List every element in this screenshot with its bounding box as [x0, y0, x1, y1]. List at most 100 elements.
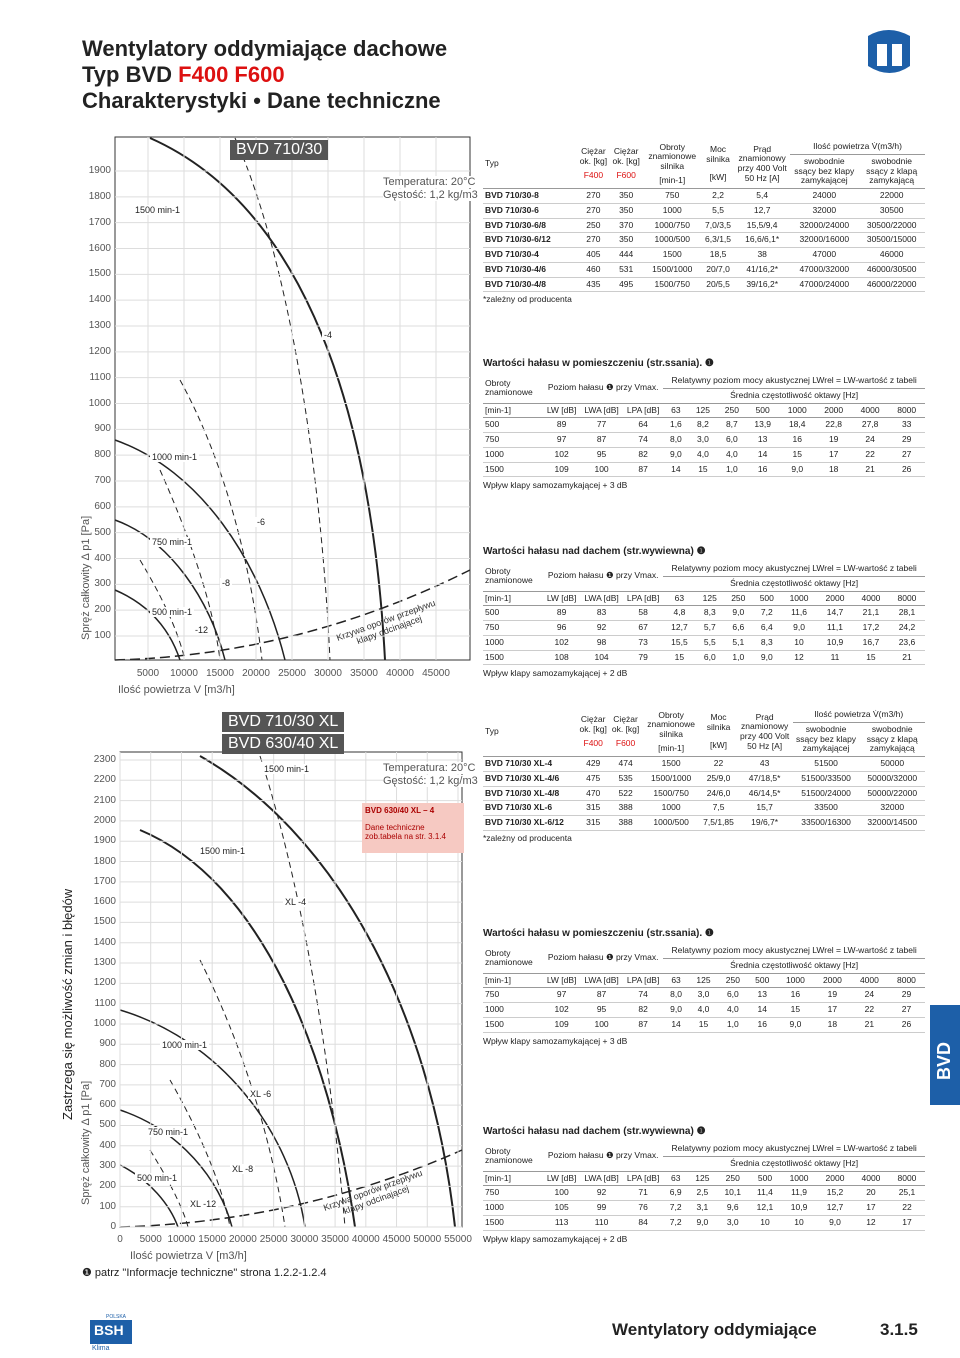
table-cell: 270	[577, 232, 610, 249]
table-cell: 104	[580, 650, 623, 666]
table-cell: LWA [dB]	[580, 591, 623, 607]
table-cell: 32000	[790, 203, 859, 219]
table-cell: 2,2	[701, 188, 735, 204]
table-cell: 19	[813, 987, 851, 1004]
table-cell: 1000	[779, 403, 816, 419]
table-cell: 30500/15000	[858, 232, 925, 249]
info-box-text: Dane techniczne zob.tabela na str. 3.1.4	[365, 823, 446, 841]
y-tick-label: 1500	[88, 268, 111, 280]
table-cell: 500	[747, 973, 777, 989]
table-cell: 8,0	[663, 987, 689, 1004]
y-tick-label: 1300	[88, 320, 111, 331]
table-cell: 110	[580, 1215, 623, 1231]
table-cell: 350	[609, 188, 643, 204]
table-cell: Obroty znamionowe	[483, 944, 543, 974]
table-row: BVD 710/30 XL-4/8 470 522 1500/750 24/6,0 46/…	[483, 786, 925, 802]
table-cell: BVD 710/30 XL-4/8	[483, 786, 577, 802]
table-cell: 73	[622, 635, 664, 651]
table-cell: 17,2	[852, 620, 889, 636]
table-cell: 1500/750	[641, 786, 701, 802]
chart-temp: Temperatura: 20°C	[383, 762, 476, 774]
table-cell: 1000	[483, 635, 543, 651]
table-cell: 87	[622, 462, 664, 478]
x-tick-label: 5000	[136, 668, 160, 679]
table-cell: Średnia częstotliwość oktawy [Hz]	[663, 1156, 925, 1172]
table-cell: 9,6	[716, 1200, 749, 1216]
table-cell: 97	[543, 432, 581, 448]
cell-text: Moc silnika	[706, 144, 730, 165]
y-tick-label: 500	[99, 1119, 116, 1131]
table-cell: 22	[851, 447, 889, 463]
table-cell: 32000/24000	[790, 218, 859, 234]
table-cell: 10	[781, 635, 818, 651]
table-cell: 27	[887, 1002, 925, 1018]
table-cell: 500	[752, 591, 782, 607]
table-cell: 51500/33500	[792, 771, 860, 787]
table-cell: 12,7	[734, 203, 791, 219]
table-cell: 12,1	[748, 1200, 782, 1216]
table-row: Obroty znamionowe Poziom hałasu ❶ przy Vm…	[483, 944, 925, 974]
table-cell: 15,2	[817, 1185, 853, 1202]
table-cell: BVD 710/30 XL-6/12	[483, 815, 577, 831]
x-tick-label: 20000	[229, 1234, 257, 1245]
table-cell: 250	[718, 973, 748, 989]
table-cell: 21	[888, 650, 925, 666]
table-cell: 8,3	[752, 635, 782, 651]
table-cell: 750	[483, 1185, 543, 1202]
table-cell: 8,2	[688, 417, 718, 434]
cell-text: F400	[583, 169, 604, 180]
table-cell: Średnia częstotliwość oktawy [Hz]	[663, 958, 925, 974]
table-cell: 87	[580, 432, 623, 448]
table-row: 1500 113 110 84 7,2 9,0 3,0 10 10 9,0 12 17	[483, 1215, 925, 1231]
table-cell: 109	[543, 1017, 581, 1033]
table-cell: 750	[483, 620, 543, 636]
table-cell: 8,0	[663, 432, 689, 448]
x-tick-label: 10000	[167, 1234, 196, 1245]
table-cell: 63	[663, 403, 689, 419]
table-row: 500 89 77 64 1,6 8,2 8,7 13,9 18,4 22,8 27,8 33	[483, 417, 925, 434]
x-tick-label: 35000	[321, 1234, 349, 1245]
x-tick-label: 30000	[314, 668, 342, 679]
section-title: Wartości hałasu nad dachem (str.wywiewna…	[483, 546, 706, 557]
table-cell: BVD 710/30-4/6	[483, 262, 577, 278]
table-cell: 6,0	[695, 650, 725, 666]
table-cell: 9,0	[663, 1002, 689, 1018]
table-cell: 8000	[888, 403, 925, 419]
table-cell: 3,0	[688, 432, 718, 448]
y-tick-label: 400	[99, 1139, 116, 1151]
section-title: Wartości hałasu nad dachem (str.wywiewna…	[483, 1126, 706, 1137]
title-line: Wentylatory oddymiające dachowe	[82, 36, 448, 61]
table-cell: 10	[781, 1215, 818, 1231]
table-note: *zależny od producenta	[483, 833, 572, 843]
table-cell: 95	[580, 447, 623, 463]
table-cell: 5,5	[701, 203, 735, 219]
footnote: ❶ patrz "Informacje techniczne" strona 1…	[82, 1267, 327, 1279]
info-box: BVD 630/40 XL – 4 Dane techniczne zob.tab…	[362, 803, 464, 853]
table-cell: 17	[815, 447, 852, 463]
table-cell: 270	[577, 188, 610, 204]
x-tick-label: 45000	[382, 1234, 411, 1245]
table-note: Wpływ klapy samozamykającej + 2 dB	[483, 1234, 628, 1244]
table-cell: Obroty znamionowe	[483, 1142, 543, 1172]
table-cell: 495	[609, 277, 643, 293]
table-cell: Obroty znamionowe silnika [min-1]	[642, 140, 702, 190]
table-cell: 21	[850, 1017, 888, 1033]
table-cell: 1000	[483, 447, 543, 463]
x-tick-label: 20000	[242, 668, 270, 679]
table-cell: 1000/500	[642, 232, 702, 249]
table-cell: 750	[483, 432, 543, 448]
table-cell: Relatywny poziom mocy akustycznej LWrel …	[663, 562, 925, 577]
table-cell: 24000	[790, 188, 859, 204]
table-note: Wpływ klapy samozamykającej + 2 dB	[483, 668, 628, 678]
table-cell: Moc silnika [kW]	[700, 708, 737, 758]
y-tick-label: 0	[110, 1221, 116, 1232]
table-cell: 5,5	[695, 635, 725, 651]
table-row: 500 89 83 58 4,8 8,3 9,0 7,2 11,6 14,7 21,1 28,1	[483, 605, 925, 622]
curve-label: 1500 min-1	[262, 764, 312, 774]
table-cell: 24/6,0	[700, 786, 737, 802]
x-tick-label: 35000	[350, 668, 378, 679]
table-cell: 125	[688, 973, 719, 989]
y-tick-label: 1100	[94, 997, 116, 1009]
